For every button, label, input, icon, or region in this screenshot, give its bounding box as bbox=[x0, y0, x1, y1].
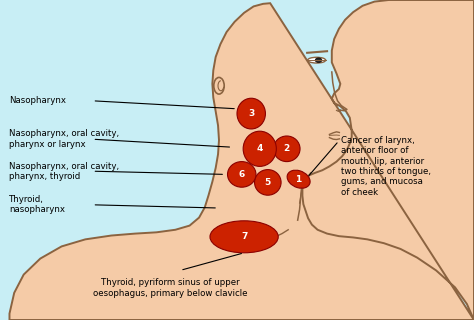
Text: Thyroid, pyriform sinus of upper
oesophagus, primary below clavicle: Thyroid, pyriform sinus of upper oesopha… bbox=[93, 278, 248, 298]
Text: 6: 6 bbox=[238, 170, 245, 179]
Text: 5: 5 bbox=[264, 178, 271, 187]
Polygon shape bbox=[9, 0, 474, 320]
Text: Nasopharynx, oral cavity,
pharynx or larynx: Nasopharynx, oral cavity, pharynx or lar… bbox=[9, 130, 119, 149]
Text: Nasopharynx, oral cavity,
pharynx, thyroid: Nasopharynx, oral cavity, pharynx, thyro… bbox=[9, 162, 119, 181]
Ellipse shape bbox=[214, 77, 224, 94]
Ellipse shape bbox=[315, 58, 322, 62]
Text: Cancer of larynx,
anterior floor of
mouth, lip, anterior
two thirds of tongue,
g: Cancer of larynx, anterior floor of mout… bbox=[341, 136, 431, 197]
Text: 1: 1 bbox=[295, 175, 302, 184]
Text: 3: 3 bbox=[248, 109, 255, 118]
Text: 7: 7 bbox=[241, 232, 247, 241]
Ellipse shape bbox=[243, 131, 276, 166]
Ellipse shape bbox=[308, 57, 326, 63]
Ellipse shape bbox=[287, 170, 310, 188]
Ellipse shape bbox=[210, 221, 278, 253]
Text: Nasopharynx: Nasopharynx bbox=[9, 96, 66, 105]
Text: Thyroid,
nasopharynx: Thyroid, nasopharynx bbox=[9, 195, 65, 214]
Ellipse shape bbox=[255, 170, 281, 195]
Ellipse shape bbox=[273, 136, 300, 162]
Ellipse shape bbox=[237, 98, 265, 129]
Text: 4: 4 bbox=[256, 144, 263, 153]
Ellipse shape bbox=[228, 162, 256, 187]
Text: 2: 2 bbox=[283, 144, 290, 153]
